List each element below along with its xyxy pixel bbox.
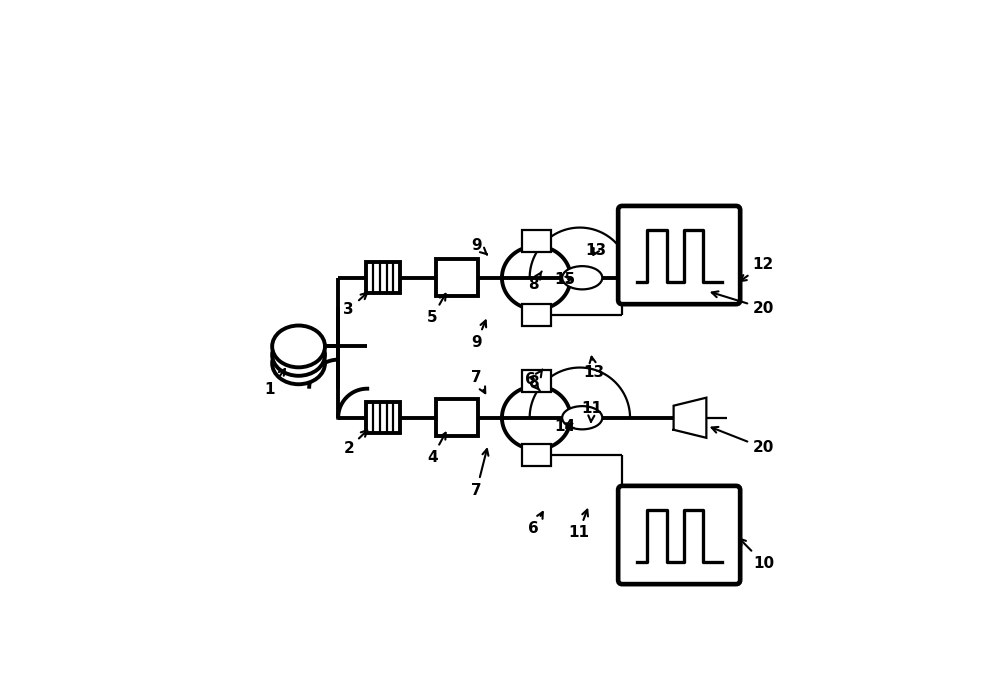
Text: 13: 13 <box>585 243 607 258</box>
Bar <box>366 403 400 433</box>
Text: 9: 9 <box>471 320 486 350</box>
Bar <box>522 230 551 252</box>
Text: 8: 8 <box>528 370 542 390</box>
Text: 6: 6 <box>528 512 543 536</box>
Text: 1: 1 <box>264 369 285 397</box>
Bar <box>366 263 400 293</box>
Ellipse shape <box>562 266 602 289</box>
Text: 11: 11 <box>568 510 589 541</box>
Text: 8: 8 <box>528 272 542 292</box>
Text: 11: 11 <box>581 401 602 422</box>
Text: 20: 20 <box>712 427 774 456</box>
Text: 10: 10 <box>740 539 774 571</box>
Ellipse shape <box>272 342 325 384</box>
Bar <box>436 399 478 436</box>
Bar <box>522 304 551 326</box>
Text: 20: 20 <box>712 292 774 316</box>
Text: 9: 9 <box>471 237 487 255</box>
Text: 15: 15 <box>555 272 576 287</box>
Bar <box>522 444 551 466</box>
Text: 7: 7 <box>471 370 485 393</box>
Text: 13: 13 <box>584 357 605 380</box>
Bar <box>522 370 551 392</box>
Ellipse shape <box>562 406 602 429</box>
Text: 2: 2 <box>343 430 367 456</box>
Text: 14: 14 <box>555 419 576 434</box>
Ellipse shape <box>272 334 325 376</box>
Text: 3: 3 <box>343 293 367 317</box>
Text: 4: 4 <box>427 433 446 465</box>
Text: 12: 12 <box>740 257 774 281</box>
Text: 6: 6 <box>525 372 540 391</box>
FancyBboxPatch shape <box>618 486 740 584</box>
FancyBboxPatch shape <box>618 206 740 304</box>
Bar <box>436 259 478 296</box>
Text: 7: 7 <box>471 449 488 497</box>
Text: 5: 5 <box>427 294 446 325</box>
Ellipse shape <box>272 326 325 367</box>
